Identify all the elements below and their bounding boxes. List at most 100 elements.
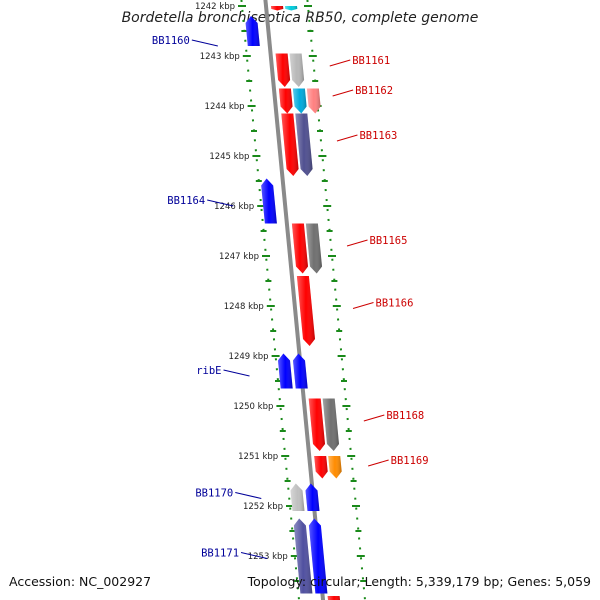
gene-label-leader	[368, 459, 389, 467]
gene-arrow[interactable]	[278, 353, 293, 389]
gene-arrow[interactable]	[305, 223, 322, 274]
scale-tick-label: 1246 kbp	[214, 202, 254, 212]
gene-arrow[interactable]	[322, 398, 339, 452]
gene-arrow[interactable]	[314, 456, 328, 479]
gene-arrow[interactable]	[290, 483, 305, 512]
gene-arrow-shading	[245, 16, 260, 46]
gene-label-text: BB1171	[201, 548, 239, 560]
gene-label-group[interactable]: BB1162	[332, 85, 393, 97]
gene-label-group[interactable]: BB1165	[346, 235, 408, 247]
gene-label-group[interactable]: BB1160	[152, 35, 218, 47]
gene-label-group[interactable]: BB1161	[329, 55, 390, 67]
gene-arrow-shading	[290, 483, 305, 511]
gene-arrow[interactable]	[296, 276, 315, 346]
gene-labels: BB1160 BB1161 BB1162 BB1163 BB1164 BB1165 BB11…	[152, 35, 429, 560]
gene-label-group[interactable]: BB1166	[352, 298, 414, 310]
gene-arrow[interactable]	[308, 518, 328, 594]
gene-arrow-shading	[322, 398, 339, 451]
gene-arrow-shading	[305, 223, 322, 274]
gene-label-leader	[223, 369, 250, 377]
gene-arrow[interactable]	[306, 88, 321, 114]
gene-label-leader	[240, 552, 268, 559]
gene-label-leader	[207, 199, 234, 207]
gene-label-group[interactable]: BB1171	[201, 548, 268, 560]
gene-label-group[interactable]: BB1169	[368, 455, 429, 467]
gene-label-text: BB1163	[359, 130, 397, 142]
gene-label-leader	[329, 59, 351, 67]
gene-label-leader	[332, 89, 354, 97]
gene-arrow[interactable]	[305, 483, 320, 512]
gene-label-text: BB1161	[352, 55, 390, 67]
gene-label-text: BB1164	[167, 195, 205, 207]
gene-arrow-shading	[281, 113, 299, 176]
genome-summary-text: Topology: circular; Length: 5,339,179 bp…	[247, 574, 591, 589]
scale-dotted-lines	[240, 0, 367, 600]
scale-tick-label: 1242 kbp	[195, 2, 235, 12]
accession-text: Accession: NC_002927	[9, 574, 152, 589]
gene-arrow[interactable]	[285, 6, 298, 11]
gene-arrow-shading	[306, 88, 321, 114]
gene-label-group[interactable]: BB1163	[336, 130, 397, 142]
gene-arrow[interactable]	[308, 398, 325, 452]
gene-label-text: BB1162	[355, 85, 393, 97]
scale-tick-label: 1247 kbp	[219, 252, 259, 262]
gene-label-text: BB1168	[386, 410, 424, 422]
gene-arrow-shading	[293, 353, 308, 389]
gene-arrow[interactable]	[293, 353, 308, 389]
scale-tick-label: 1244 kbp	[205, 102, 245, 112]
gene-arrow-shading	[275, 53, 291, 87]
gene-arrow[interactable]	[281, 113, 299, 177]
scale-tick-label: 1253 kbp	[248, 552, 288, 562]
gene-arrow-shading	[308, 398, 325, 451]
scale-tick-label: 1245 kbp	[209, 152, 249, 162]
gene-label-leader	[235, 492, 262, 499]
scale-tick-label: 1252 kbp	[243, 502, 283, 512]
gene-arrow[interactable]	[328, 456, 342, 479]
gene-arrow-shading	[296, 276, 315, 346]
map-title: Bordetella bronchiseptica RB50, complete…	[121, 10, 479, 26]
gene-label-leader	[363, 414, 385, 422]
gene-label-text: BB1169	[391, 455, 429, 467]
gene-arrow[interactable]	[261, 178, 277, 224]
gene-arrow-shading	[291, 223, 308, 274]
gene-arrow[interactable]	[293, 518, 313, 594]
gene-arrow[interactable]	[275, 53, 291, 88]
scale-tick-label: 1248 kbp	[224, 302, 264, 312]
gene-label-leader	[352, 302, 374, 309]
scale-tick-label: 1243 kbp	[200, 52, 240, 62]
gene-arrow-shading	[292, 88, 307, 114]
gene-label-group[interactable]: BB1164	[167, 195, 234, 207]
gene-arrow-shading	[271, 6, 284, 11]
gene-arrow-shading	[278, 88, 293, 114]
gene-arrow-shading	[314, 456, 328, 479]
gene-arrow[interactable]	[245, 16, 260, 46]
gene-label-text: BB1165	[370, 235, 408, 247]
gene-label-group[interactable]: BB1168	[363, 410, 424, 422]
scale-dotted-line-right	[306, 0, 367, 600]
gene-arrow[interactable]	[292, 88, 307, 114]
gene-label-group[interactable]: BB1170	[195, 488, 262, 500]
gene-arrow[interactable]	[295, 113, 313, 177]
gene-label-text: ribE	[196, 365, 221, 377]
gene-arrow-shading	[278, 353, 293, 389]
gene-arrow-shading	[289, 53, 305, 87]
scale-ticks: 1242 kbp 1243 kbp 1244 kbp 1245 kbp 1246 kbp…	[195, 2, 367, 582]
gene-arrow-shading	[261, 178, 277, 224]
gene-label-text: BB1170	[195, 488, 233, 500]
scale-tick-label: 1249 kbp	[229, 352, 269, 362]
scale-dotted-line-left	[240, 0, 301, 600]
gene-label-text: BB1160	[152, 35, 190, 47]
gene-arrow[interactable]	[327, 596, 341, 600]
gene-arrow-shading	[308, 518, 328, 594]
gene-arrow-shading	[328, 456, 342, 479]
gene-arrow[interactable]	[271, 6, 284, 11]
gene-arrow[interactable]	[289, 53, 305, 88]
gene-arrow[interactable]	[291, 223, 308, 274]
gene-arrow-shading	[327, 596, 341, 600]
gene-label-group[interactable]: ribE	[196, 365, 250, 377]
gene-arrow-shading	[305, 483, 320, 511]
gene-label-text: BB1166	[376, 298, 414, 310]
scale-tick-label: 1250 kbp	[233, 402, 273, 412]
gene-arrow[interactable]	[278, 88, 293, 114]
